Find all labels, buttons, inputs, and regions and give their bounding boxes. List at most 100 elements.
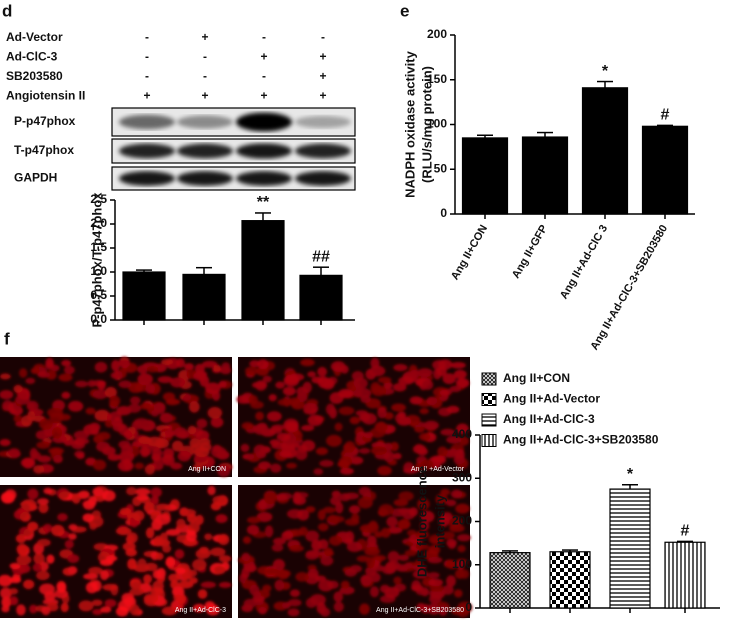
- cell: [414, 444, 424, 454]
- cell: [157, 376, 173, 384]
- cell: [456, 457, 469, 469]
- treatment-sign: -: [262, 30, 266, 44]
- cell: [68, 524, 78, 531]
- y-tick-label: 2.5: [90, 192, 107, 206]
- error-bar: [136, 269, 152, 272]
- cell: [317, 509, 326, 521]
- cell: [340, 365, 349, 374]
- cell: [137, 558, 147, 569]
- cell: [271, 543, 284, 552]
- error-bar: [562, 549, 578, 552]
- cell: [257, 359, 269, 370]
- cell: [258, 499, 267, 510]
- cell: [91, 599, 103, 607]
- cell: [199, 442, 212, 452]
- cell: [363, 431, 374, 439]
- y-tick-label: 100: [427, 117, 447, 131]
- cell: [333, 601, 344, 613]
- error-bar: [537, 131, 553, 138]
- cell: [161, 544, 172, 553]
- y-tick-label: 400: [452, 427, 472, 441]
- cell: [36, 441, 51, 449]
- panel-label: e: [400, 1, 409, 20]
- cell: [295, 572, 309, 582]
- treatment-sign: +: [201, 89, 208, 103]
- cell: [298, 526, 308, 536]
- cell: [205, 382, 221, 395]
- cell: [16, 604, 26, 616]
- cell: [450, 489, 463, 499]
- cell: [121, 592, 135, 604]
- blot-band: [295, 171, 351, 186]
- blot-band: [119, 143, 175, 159]
- cell: [379, 584, 390, 594]
- treatment-sign: -: [203, 69, 207, 83]
- blot-band: [295, 115, 351, 129]
- cell: [263, 493, 277, 504]
- cell: [118, 367, 127, 379]
- cell: [289, 397, 300, 407]
- cell: [76, 452, 85, 460]
- cell: [17, 391, 29, 400]
- cell: [221, 362, 231, 371]
- cell: [16, 543, 28, 555]
- treatment-sign: +: [319, 89, 326, 103]
- cell: [174, 549, 185, 559]
- cell: [185, 530, 197, 542]
- cell: [393, 452, 402, 460]
- cell: [386, 516, 398, 528]
- cell: [39, 583, 55, 595]
- cell: [127, 403, 142, 413]
- cell: [420, 510, 435, 523]
- cell: [139, 445, 150, 458]
- cells: [0, 356, 233, 477]
- cell: [404, 561, 418, 570]
- blot-band: [236, 171, 292, 186]
- cell: [391, 403, 406, 412]
- micrograph-label: Ang II+CON: [188, 466, 226, 473]
- cell: [315, 447, 328, 456]
- annotation: *: [627, 466, 634, 483]
- y-tick-label: 2.0: [90, 216, 107, 230]
- legend-label: Ang II+CON: [503, 371, 570, 385]
- cell: [371, 384, 386, 397]
- cell: [129, 587, 145, 596]
- cell: [245, 366, 259, 375]
- cell: [374, 421, 388, 433]
- cell: [33, 363, 46, 372]
- cell: [42, 523, 53, 533]
- cell: [177, 580, 194, 589]
- cell: [127, 558, 136, 570]
- cell: [78, 600, 94, 612]
- cell: [339, 586, 355, 595]
- cell: [419, 408, 429, 415]
- cell: [115, 527, 132, 536]
- y-tick-label: 100: [452, 557, 472, 571]
- y-tick-label: 0.5: [90, 288, 107, 302]
- cell: [139, 403, 152, 410]
- cell: [446, 559, 459, 570]
- error-bar: [677, 540, 693, 543]
- cell: [45, 357, 54, 368]
- cell: [284, 374, 300, 385]
- cell: [456, 423, 469, 435]
- y-axis-label: DHE fluorescence: [414, 466, 429, 577]
- y-axis-label: NADPH oxidase activity: [402, 50, 417, 197]
- error-bar: [502, 550, 518, 553]
- treatment-sign: -: [203, 50, 207, 64]
- cell: [302, 402, 313, 414]
- cell: [350, 384, 363, 396]
- micrograph: Ang II+Ad-ClC-3: [0, 485, 232, 618]
- cell: [324, 547, 334, 557]
- micrograph-label: AngII +Ad-Vector: [411, 466, 465, 473]
- cell: [132, 510, 145, 522]
- cell: [85, 581, 98, 594]
- cell: [305, 506, 316, 513]
- cell: [333, 591, 344, 603]
- treatment-sign: -: [262, 69, 266, 83]
- error-bar: [622, 483, 638, 490]
- cell: [176, 358, 186, 368]
- y-axis-label: intensity: [432, 494, 447, 548]
- cell: [0, 373, 11, 380]
